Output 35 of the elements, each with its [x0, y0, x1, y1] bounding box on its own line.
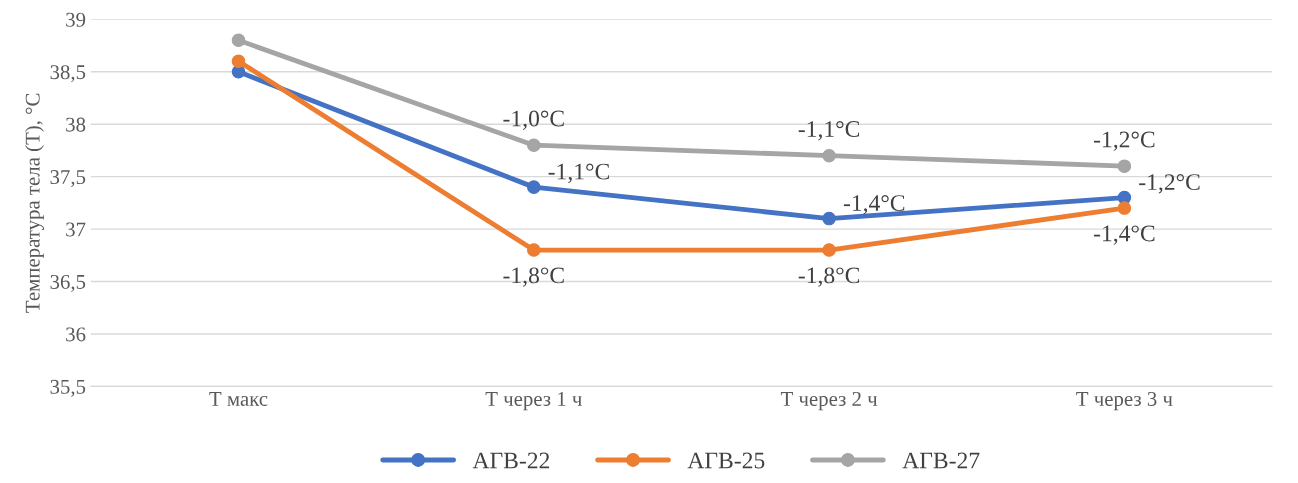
y-tick-label: 37,5: [50, 170, 86, 188]
point: [527, 138, 541, 152]
y-tick-label: 35,5: [50, 379, 86, 397]
annotation: -1,0°C: [503, 110, 564, 130]
y-tick-label: 36,5: [50, 274, 86, 292]
legend-label: АГВ-25: [687, 452, 765, 469]
y-tick-label: 38: [66, 117, 86, 132]
point: [1117, 159, 1132, 173]
annotation: -1,1°C: [798, 121, 860, 141]
point: [822, 211, 836, 226]
point: [822, 148, 836, 163]
point: [822, 243, 836, 257]
point: [1117, 201, 1132, 215]
annotation: -1,4°C: [1093, 225, 1155, 245]
annotation: -1,2°C: [1093, 131, 1155, 151]
legend-label: АГВ-22: [472, 452, 550, 469]
y-tick-label: 39: [66, 12, 86, 27]
point: [527, 180, 541, 194]
point: [527, 243, 541, 257]
point: [231, 54, 246, 69]
annotation: -1,4°C: [843, 195, 905, 215]
annotation: -1,8°C: [798, 267, 860, 287]
y-tick-label: 36: [66, 327, 86, 342]
x-tick-label: Т через 2 ч: [780, 391, 878, 411]
annotation: -1,8°C: [503, 267, 564, 287]
legend-label: АГВ-27: [902, 452, 980, 469]
y-tick-label: 37: [66, 222, 86, 237]
annotation: -1,1°C: [548, 163, 609, 183]
x-tick-label: Т через 3 ч: [1076, 391, 1173, 411]
x-tick-label: Т через 1 ч: [485, 391, 582, 411]
y-tick-label: 38,5: [50, 65, 86, 83]
y-axis-title: Температура тела (Т), °С: [25, 93, 44, 313]
point: [231, 33, 246, 48]
x-tick-label: Т макс: [209, 392, 268, 406]
annotation: -1,2°C: [1139, 174, 1200, 194]
